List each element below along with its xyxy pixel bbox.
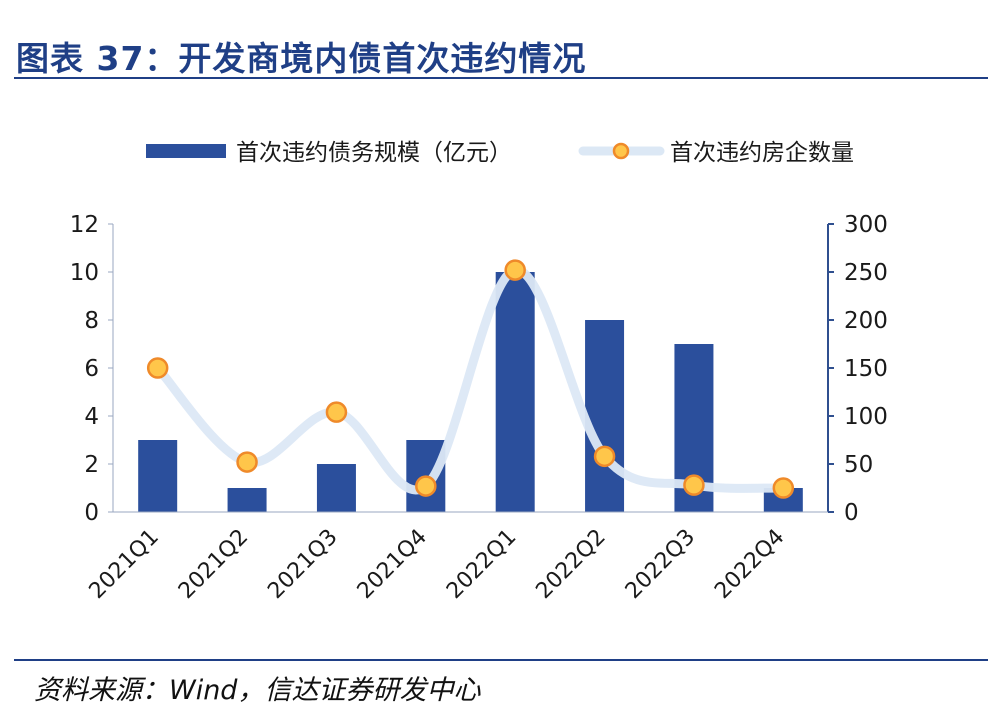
title-underline (14, 77, 988, 79)
right-tick-label: 100 (844, 404, 888, 430)
left-tick-label: 0 (84, 500, 99, 526)
line-point (683, 474, 705, 496)
x-tick-label: 2022Q3 (621, 525, 700, 604)
right-tick-label: 250 (844, 260, 888, 286)
left-tick-label: 12 (70, 212, 99, 238)
left-tick-label: 6 (84, 356, 99, 382)
line-point (236, 451, 258, 473)
bar (495, 272, 535, 512)
left-tick-label: 4 (84, 404, 99, 430)
line-path (153, 265, 788, 495)
right-tick-label: 0 (844, 500, 859, 526)
legend-line-label: 首次违约房企数量 (670, 140, 854, 166)
bar (316, 464, 356, 512)
bar (138, 440, 178, 512)
right-tick-label: 50 (844, 452, 873, 478)
line-point (325, 401, 348, 423)
x-tick-label: 2022Q2 (531, 525, 610, 604)
right-tick-label: 150 (844, 356, 888, 382)
legend-bar-label: 首次违约债务规模（亿元） (236, 140, 512, 166)
line-point (146, 357, 169, 379)
line-point (593, 445, 616, 468)
x-tick-label: 2021Q2 (174, 525, 253, 604)
bar (585, 320, 625, 512)
legend: 首次违约债务规模（亿元） 首次违约房企数量 (146, 140, 854, 166)
footer-rule (14, 659, 988, 661)
left-tick-label: 2 (84, 452, 99, 478)
line-point (415, 475, 437, 497)
source-note: 资料来源：Wind，信达证券研发中心 (34, 675, 481, 706)
right-tick-label: 300 (844, 212, 888, 238)
right-tick-label: 200 (844, 308, 888, 334)
bar (227, 488, 267, 512)
x-tick-label: 2021Q4 (353, 525, 432, 604)
left-tick-label: 10 (70, 260, 99, 286)
x-tick-label: 2022Q4 (710, 525, 789, 604)
chart-title: 图表 37：开发商境内债首次违约情况 (16, 39, 587, 78)
x-tick-label: 2021Q3 (263, 525, 342, 604)
legend-bar-swatch (146, 144, 226, 158)
line-point (772, 477, 795, 499)
legend-line-marker (612, 142, 630, 160)
x-tick-label: 2021Q1 (85, 525, 164, 604)
line-point (504, 259, 526, 281)
left-tick-label: 8 (84, 308, 99, 334)
line-series (146, 259, 795, 499)
x-tick-label: 2022Q1 (442, 525, 521, 604)
bar-series (138, 272, 803, 512)
